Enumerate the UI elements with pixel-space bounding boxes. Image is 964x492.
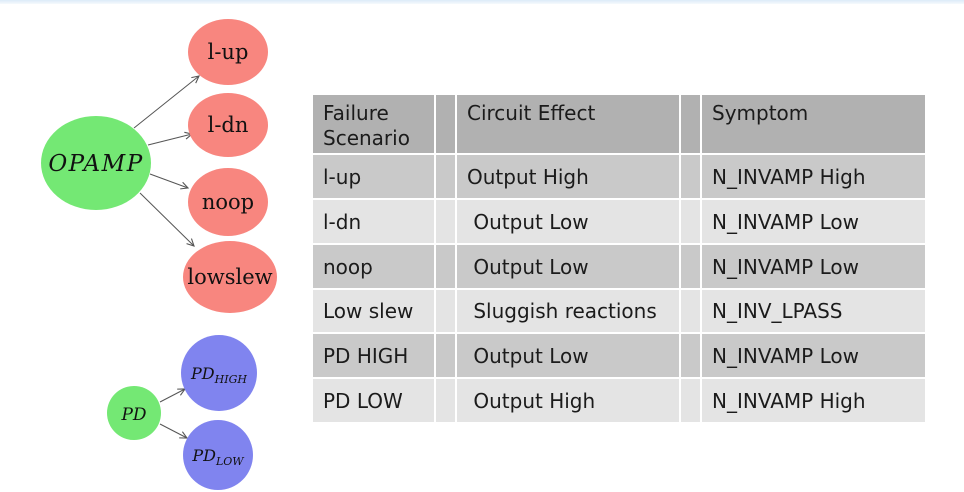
table-row-pdhigh: PD HIGH Output Low N_INVAMP Low	[313, 334, 925, 377]
cell-failure: Low slew	[313, 290, 434, 332]
cell-symptom: N_INV_LPASS	[702, 290, 925, 332]
table-header-row: Failure Scenario Circuit Effect Symptom	[313, 95, 925, 153]
cell-spacer	[436, 245, 455, 288]
pdlow-node-label: PDLOW	[191, 446, 245, 468]
fault-tree-diagram: OPAMP l-up l-dn noop lowslew PD PDHIGH P…	[41, 19, 277, 490]
edge-opamp-noop	[149, 173, 190, 190]
noop-node-label: noop	[202, 190, 254, 214]
header-circuit-effect: Circuit Effect	[457, 95, 679, 153]
cell-effect: Sluggish reactions	[457, 290, 679, 332]
header-spacer-1	[436, 95, 455, 153]
cell-failure: PD LOW	[313, 379, 434, 422]
cell-effect: Output High	[457, 155, 679, 198]
failure-scenario-table: Failure Scenario Circuit Effect Symptom …	[313, 95, 925, 424]
noop-node	[188, 168, 268, 236]
edge-pd-pdlow	[159, 423, 189, 439]
table-row-noop: noop Output Low N_INVAMP Low	[313, 245, 925, 288]
opamp-node	[41, 116, 151, 210]
pdhigh-node-label: PDHIGH	[190, 364, 247, 386]
cell-symptom: N_INVAMP Low	[702, 334, 925, 377]
ldn-node	[188, 93, 268, 157]
cell-spacer	[436, 379, 455, 422]
cell-spacer	[436, 334, 455, 377]
edge-opamp-ldn	[147, 131, 194, 146]
top-edge-strip	[0, 0, 964, 4]
header-spacer-2	[681, 95, 700, 153]
cell-spacer	[436, 200, 455, 243]
lup-node	[188, 19, 268, 85]
table-row-lowslew: Low slew Sluggish reactions N_INV_LPASS	[313, 290, 925, 332]
cell-spacer	[681, 155, 700, 198]
header-failure-scenario: Failure Scenario	[313, 95, 434, 153]
cell-spacer	[681, 200, 700, 243]
cell-spacer	[436, 155, 455, 198]
cell-spacer	[681, 334, 700, 377]
lup-node-label: l-up	[208, 40, 249, 64]
cell-failure: noop	[313, 245, 434, 288]
header-symptom: Symptom	[702, 95, 925, 153]
pdlow-node	[183, 420, 253, 490]
cell-effect: Output High	[457, 379, 679, 422]
opamp-node-label: OPAMP	[48, 151, 143, 177]
cell-spacer	[681, 245, 700, 288]
table-row-ldn: l-dn Output Low N_INVAMP Low	[313, 200, 925, 243]
cell-effect: Output Low	[457, 200, 679, 243]
lowslew-node-label: lowslew	[187, 265, 272, 289]
cell-effect: Output Low	[457, 334, 679, 377]
cell-effect: Output Low	[457, 245, 679, 288]
cell-failure: l-up	[313, 155, 434, 198]
cell-symptom: N_INVAMP Low	[702, 200, 925, 243]
cell-spacer	[681, 379, 700, 422]
table-row-pdlow: PD LOW Output High N_INVAMP High	[313, 379, 925, 422]
ldn-node-label: l-dn	[208, 113, 249, 137]
edge-pd-pdhigh	[159, 388, 187, 403]
pdhigh-node	[181, 335, 257, 411]
cell-failure: PD HIGH	[313, 334, 434, 377]
cell-symptom: N_INVAMP Low	[702, 245, 925, 288]
lowslew-node	[183, 241, 277, 313]
pd-node	[107, 386, 161, 440]
cell-spacer	[436, 290, 455, 332]
cell-failure: l-dn	[313, 200, 434, 243]
cell-spacer	[681, 290, 700, 332]
pd-node-label: PD	[120, 405, 146, 425]
table-row-lup: l-up Output High N_INVAMP High	[313, 155, 925, 198]
cell-symptom: N_INVAMP High	[702, 379, 925, 422]
edge-opamp-lowslew	[139, 192, 195, 247]
edge-opamp-lup	[133, 75, 200, 129]
cell-symptom: N_INVAMP High	[702, 155, 925, 198]
